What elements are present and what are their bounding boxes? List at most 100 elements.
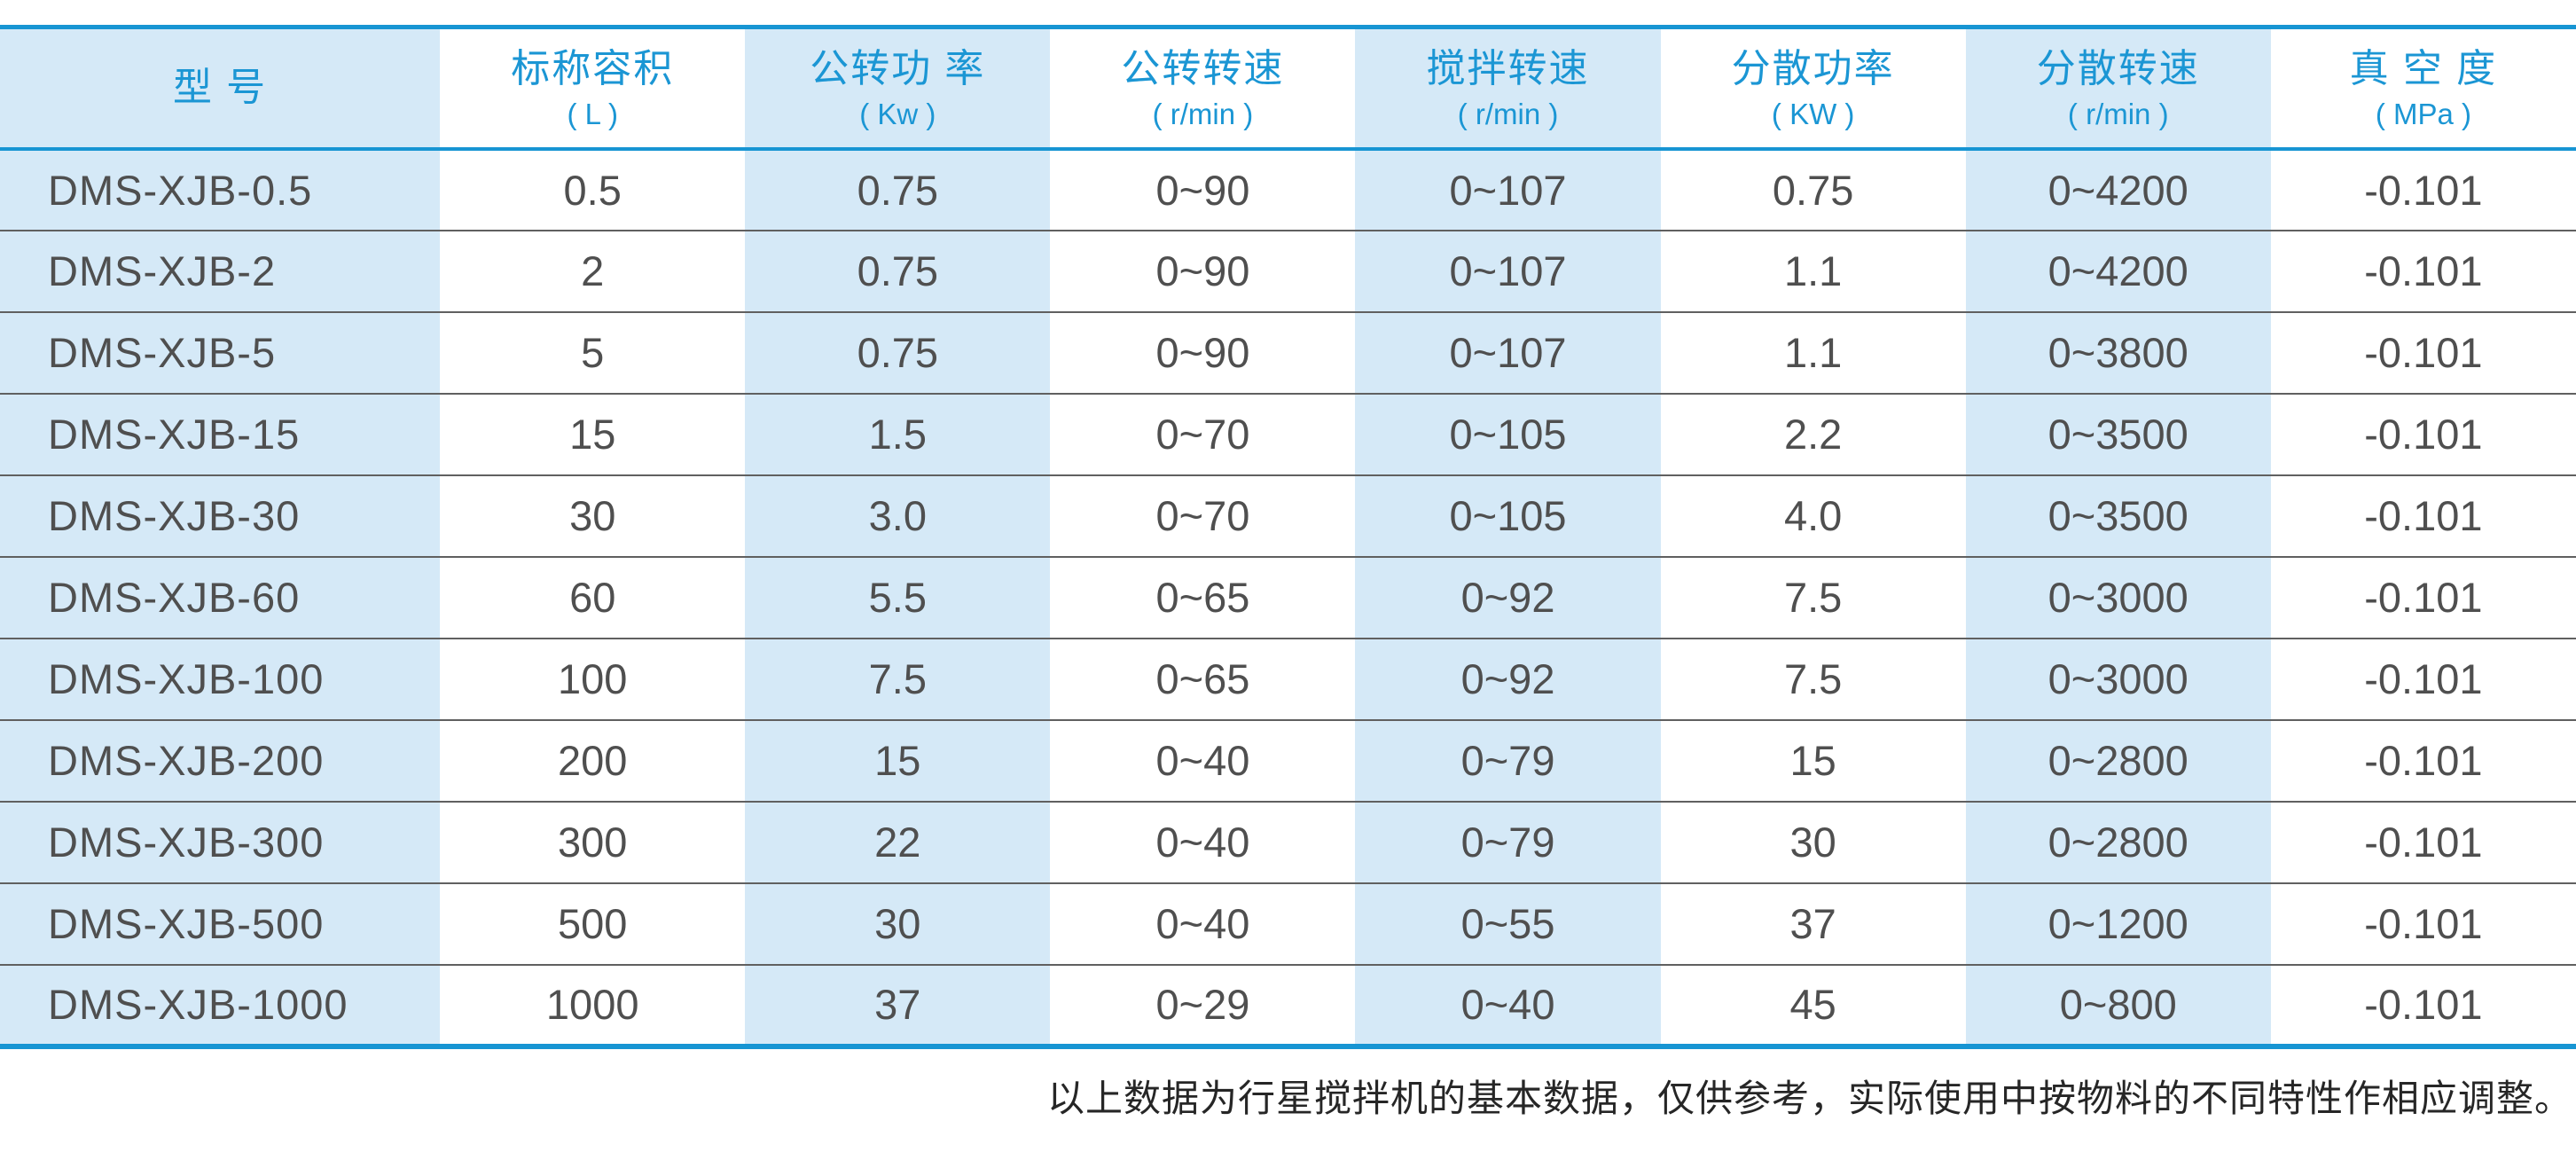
model-cell: DMS-XJB-60 xyxy=(0,556,441,639)
column-header-nominal_capacity: 标称容积 ( L ) xyxy=(440,27,745,149)
value-cell: 2.2 xyxy=(1783,411,1843,458)
value-cell: 15 xyxy=(569,411,616,458)
column-header-label: 分散功率 xyxy=(1731,47,1895,91)
column-header-unit: ( MPa ) xyxy=(2375,98,2471,131)
column-header-vacuum_degree: 真 空 度 ( MPa ) xyxy=(2271,27,2576,149)
value-cell: 37 xyxy=(745,964,1051,1046)
value-cell: 0~1200 xyxy=(1965,882,2271,965)
value-cell: 0~105 xyxy=(1355,474,1661,557)
value-cell: 300 xyxy=(558,819,628,866)
value-cell: -0.101 xyxy=(2364,819,2483,866)
value-cell: 0~40 xyxy=(1155,900,1250,947)
value-cell: 0~40 xyxy=(1155,819,1250,866)
column-header-label: 分散转速 xyxy=(2036,47,2200,91)
table-row: DMS-XJB-500 500 30 0~40 0~55 37 0~1200 -0.101 xyxy=(0,882,2576,965)
column-header-unit: ( Kw ) xyxy=(859,98,936,131)
value-cell: -0.101 xyxy=(2364,247,2483,294)
value-cell: 1.1 xyxy=(1783,247,1843,294)
value-cell: 0~79 xyxy=(1355,719,1661,802)
value-cell: 0~70 xyxy=(1155,492,1250,539)
column-header-revolution_speed: 公转转速 ( r/min ) xyxy=(1050,27,1355,149)
value-cell: 0~2800 xyxy=(1965,719,2271,802)
column-header-model: 型 号 xyxy=(0,27,441,149)
column-header-label: 型 号 xyxy=(172,65,268,109)
value-cell: 45 xyxy=(1789,981,1836,1028)
column-header-unit: ( r/min ) xyxy=(1152,98,1254,131)
value-cell: 0.75 xyxy=(1772,166,1854,214)
value-cell: -0.101 xyxy=(2364,655,2483,702)
model-cell: DMS-XJB-1000 xyxy=(0,964,441,1046)
value-cell: 0~107 xyxy=(1355,230,1661,312)
column-header-unit: ( KW ) xyxy=(1771,98,1855,131)
value-cell: 37 xyxy=(1789,900,1836,947)
value-cell: 100 xyxy=(558,655,628,702)
value-cell: 0~90 xyxy=(1155,247,1250,294)
model-cell: DMS-XJB-0.5 xyxy=(0,148,441,231)
value-cell: 3.0 xyxy=(745,474,1051,557)
value-cell: 0~40 xyxy=(1155,737,1250,784)
value-cell: 0~40 xyxy=(1355,964,1661,1046)
column-header-label: 公转功 率 xyxy=(810,47,986,91)
footnote: 以上数据为行星搅拌机的基本数据，仅供参考，实际使用中按物料的不同特性作相应调整。 xyxy=(1046,1076,2572,1120)
model-cell: DMS-XJB-5 xyxy=(0,311,441,394)
value-cell: 0~3000 xyxy=(1965,638,2271,720)
value-cell: 0~4200 xyxy=(1965,148,2271,231)
value-cell: 1.1 xyxy=(1783,329,1843,376)
value-cell: 0~3500 xyxy=(1965,474,2271,557)
spec-table: 型 号标称容积( L ) 公转功 率( Kw ) 公转转速( r/min ) 搅拌转速… xyxy=(0,25,2576,1049)
value-cell: 0~79 xyxy=(1355,801,1661,883)
value-cell: -0.101 xyxy=(2364,574,2483,621)
value-cell: 0~29 xyxy=(1155,981,1250,1028)
value-cell: 30 xyxy=(745,882,1051,965)
header-row: 型 号标称容积( L ) 公转功 率( Kw ) 公转转速( r/min ) 搅拌转速… xyxy=(0,27,2576,149)
value-cell: 7.5 xyxy=(1783,574,1843,621)
value-cell: 0.75 xyxy=(745,311,1051,394)
value-cell: 60 xyxy=(569,574,616,621)
value-cell: 1000 xyxy=(545,981,639,1028)
value-cell: 15 xyxy=(1789,737,1836,784)
table-body: DMS-XJB-0.5 0.5 0.75 0~90 0~107 0.75 0~4200 -0.… xyxy=(0,148,2576,1046)
value-cell: 0~55 xyxy=(1355,882,1661,965)
value-cell: 0~107 xyxy=(1355,311,1661,394)
value-cell: -0.101 xyxy=(2364,737,2483,784)
value-cell: 7.5 xyxy=(745,638,1051,720)
model-cell: DMS-XJB-300 xyxy=(0,801,441,883)
value-cell: 0~3500 xyxy=(1965,393,2271,475)
value-cell: -0.101 xyxy=(2364,981,2483,1028)
model-cell: DMS-XJB-15 xyxy=(0,393,441,475)
value-cell: 4.0 xyxy=(1783,492,1843,539)
table-row: DMS-XJB-30 30 3.0 0~70 0~105 4.0 0~3500 -0.101 xyxy=(0,474,2576,557)
model-cell: DMS-XJB-2 xyxy=(0,230,441,312)
value-cell: 0~800 xyxy=(1965,964,2271,1046)
table-row: DMS-XJB-15 15 1.5 0~70 0~105 2.2 0~3500 -0.101 xyxy=(0,393,2576,475)
table-row: DMS-XJB-2 2 0.75 0~90 0~107 1.1 0~4200 -0.101 xyxy=(0,230,2576,312)
value-cell: 0.5 xyxy=(563,166,622,214)
value-cell: 15 xyxy=(745,719,1051,802)
value-cell: 0~107 xyxy=(1355,148,1661,231)
value-cell: 200 xyxy=(558,737,628,784)
value-cell: -0.101 xyxy=(2364,329,2483,376)
column-header-revolution_power: 公转功 率 ( Kw ) xyxy=(745,27,1051,149)
value-cell: 0.75 xyxy=(745,148,1051,231)
table-row: DMS-XJB-300 300 22 0~40 0~79 30 0~2800 -0.101 xyxy=(0,801,2576,883)
model-cell: DMS-XJB-100 xyxy=(0,638,441,720)
value-cell: 7.5 xyxy=(1783,655,1843,702)
model-cell: DMS-XJB-30 xyxy=(0,474,441,557)
value-cell: 2 xyxy=(581,247,605,294)
column-header-stirring_speed: 搅拌转速 ( r/min ) xyxy=(1355,27,1661,149)
value-cell: 0~3800 xyxy=(1965,311,2271,394)
value-cell: -0.101 xyxy=(2364,166,2483,214)
value-cell: 0~90 xyxy=(1155,166,1250,214)
column-header-label: 真 空 度 xyxy=(2349,47,2498,91)
column-header-label: 公转转速 xyxy=(1121,47,1285,91)
value-cell: 5 xyxy=(581,329,605,376)
column-header-label: 搅拌转速 xyxy=(1426,47,1590,91)
value-cell: 1.5 xyxy=(745,393,1051,475)
column-header-label: 标称容积 xyxy=(511,47,675,91)
column-header-unit: ( r/min ) xyxy=(1457,98,1559,131)
value-cell: -0.101 xyxy=(2364,492,2483,539)
value-cell: 0~92 xyxy=(1355,556,1661,639)
value-cell: 0~3000 xyxy=(1965,556,2271,639)
value-cell: 0.75 xyxy=(745,230,1051,312)
